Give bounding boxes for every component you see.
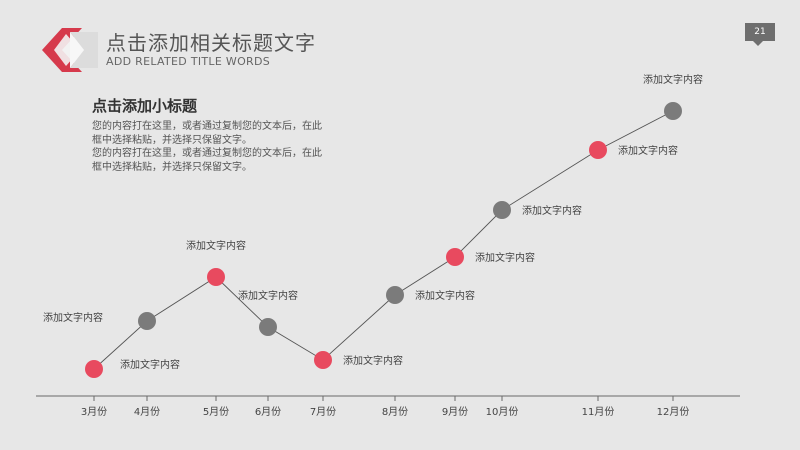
data-point-marker (446, 248, 464, 266)
data-point-marker (314, 351, 332, 369)
data-point-marker (493, 201, 511, 219)
x-tick-label: 9月份 (442, 406, 468, 418)
page-number-badge-tail (753, 41, 763, 46)
logo-icon (42, 28, 98, 72)
data-point-label: 添加文字内容 (43, 311, 103, 324)
data-point-label: 添加文字内容 (120, 358, 180, 371)
x-tick-label: 11月份 (582, 406, 615, 418)
data-point-label: 添加文字内容 (618, 144, 678, 157)
x-tick-label: 6月份 (255, 406, 281, 418)
x-tick-label: 3月份 (81, 406, 107, 418)
paragraph-line: 框中选择粘贴，并选择只保留文字。 (92, 161, 252, 173)
page-number-badge: 21 (745, 23, 775, 41)
series-line (93, 110, 674, 370)
data-point-marker (664, 102, 682, 120)
page-title: 点击添加相关标题文字 (106, 31, 316, 55)
data-point-label: 添加文字内容 (643, 73, 703, 86)
page-subtitle: ADD RELATED TITLE WORDS (106, 55, 271, 68)
data-point-label: 添加文字内容 (186, 239, 246, 252)
paragraph-line: 您的内容打在这里，或者通过复制您的文本后，在此 (92, 121, 322, 132)
x-tick-label: 5月份 (203, 406, 229, 418)
paragraph-line: 框中选择粘贴，并选择只保留文字。 (92, 134, 252, 146)
x-tick-label: 8月份 (382, 406, 408, 418)
paragraph-line: 您的内容打在这里，或者通过复制您的文本后，在此 (92, 148, 322, 159)
data-point-marker (386, 286, 404, 304)
x-tick-label: 4月份 (134, 406, 160, 418)
x-tick-label: 7月份 (310, 406, 336, 418)
data-point-marker (85, 360, 103, 378)
data-point-label: 添加文字内容 (238, 289, 298, 302)
data-point-label: 添加文字内容 (343, 354, 403, 367)
data-point-marker (207, 268, 225, 286)
data-point-marker (138, 312, 156, 330)
x-tick-label: 10月份 (486, 406, 519, 418)
data-point-marker (259, 318, 277, 336)
body-paragraph: 您的内容打在这里，或者通过复制您的文本后，在此 框中选择粘贴，并选择只保留文字。… (92, 120, 357, 174)
subheading: 点击添加小标题 (92, 97, 198, 115)
data-point-label: 添加文字内容 (415, 289, 475, 302)
data-point-label: 添加文字内容 (522, 204, 582, 217)
data-point-marker (589, 141, 607, 159)
x-tick-label: 12月份 (657, 406, 690, 418)
data-point-label: 添加文字内容 (475, 251, 535, 264)
